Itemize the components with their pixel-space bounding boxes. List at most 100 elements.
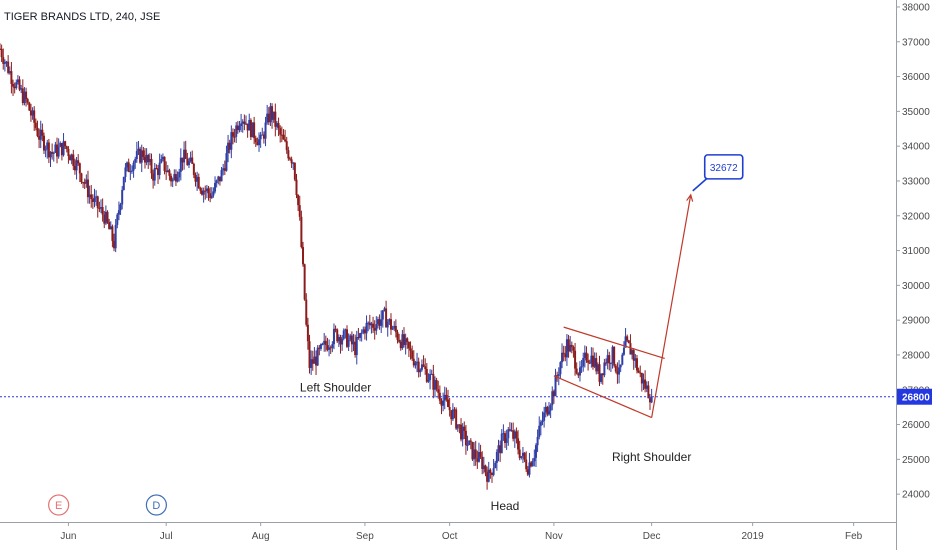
candle-body — [117, 210, 120, 215]
candle-body — [290, 159, 293, 164]
candle-body — [505, 438, 508, 443]
candle-body — [3, 62, 6, 64]
candle-body — [510, 430, 513, 432]
candle-body — [134, 159, 137, 163]
candle-body — [350, 335, 353, 345]
candle-body — [108, 221, 111, 230]
candle-body — [487, 469, 490, 482]
candle-body — [147, 155, 150, 163]
candle-body — [165, 170, 168, 173]
candle-body — [277, 123, 280, 129]
candle-body — [637, 370, 640, 373]
candle-body — [243, 121, 246, 125]
candle-body — [425, 368, 428, 382]
candle-body — [567, 339, 570, 352]
candle-body — [95, 196, 98, 198]
candle-body — [626, 336, 629, 341]
candle-body — [580, 366, 583, 368]
candle-body — [583, 352, 586, 358]
candle-body — [570, 344, 573, 348]
candle-body — [383, 308, 386, 311]
candle-body — [0, 48, 3, 58]
candle-body — [319, 344, 322, 349]
candle-body — [544, 406, 547, 413]
candle-body — [645, 385, 648, 389]
candle-body — [362, 329, 365, 333]
candle-body — [495, 451, 498, 463]
candle-body — [106, 211, 109, 222]
candle-body — [344, 329, 347, 331]
candle-body — [548, 410, 551, 415]
candle-body — [313, 356, 316, 364]
candle-body — [60, 143, 63, 156]
candle-body — [329, 347, 332, 349]
candle-body — [492, 468, 495, 475]
candle-body — [538, 425, 541, 437]
candle-body — [62, 141, 65, 156]
candle-body — [155, 168, 158, 170]
candle-body — [161, 156, 164, 159]
candle-body — [49, 151, 52, 158]
candle-body — [629, 343, 632, 355]
candle-body — [51, 151, 54, 154]
candle-body — [271, 106, 274, 120]
candle-body — [561, 352, 564, 363]
candle-body — [515, 431, 518, 439]
candle-body — [150, 159, 153, 174]
candle-body — [225, 153, 228, 171]
candle-body — [218, 176, 221, 182]
candle-body — [222, 168, 225, 171]
candle-body — [447, 399, 449, 407]
candle-body — [466, 444, 469, 446]
candle-body — [67, 148, 70, 157]
candle-body — [279, 128, 282, 135]
candle-body — [77, 160, 80, 164]
target-price-label: 32672 — [710, 163, 738, 174]
candle-body — [523, 452, 526, 460]
candle-body — [600, 373, 603, 382]
candle-body — [316, 347, 319, 366]
candle-body — [267, 113, 270, 123]
candle-body — [31, 110, 34, 116]
candle-body — [649, 398, 652, 403]
candle-body — [82, 182, 85, 184]
candle-body — [499, 445, 502, 454]
candle-body — [44, 149, 47, 151]
time-tick-label: 2019 — [742, 531, 765, 542]
time-tick-label: Aug — [252, 531, 270, 542]
candle-body — [34, 122, 37, 128]
candle-body — [373, 327, 376, 331]
candle-body — [546, 406, 549, 415]
candle-body — [215, 180, 218, 184]
candle-body — [212, 191, 215, 196]
candle-body — [585, 352, 588, 361]
candle-body — [639, 372, 642, 374]
time-axis-group: Jun Jul Aug Sep Oct Nov Dec 2019 Feb — [0, 522, 896, 542]
candle-body — [512, 430, 515, 439]
candle-body — [10, 71, 13, 84]
candle-body — [176, 177, 179, 182]
candle-body — [269, 106, 272, 123]
candle-body — [244, 123, 247, 125]
candle-body — [15, 82, 18, 89]
candle-body — [285, 141, 288, 151]
candle-body — [109, 226, 112, 230]
price-axis-background — [896, 0, 932, 550]
candle-body — [274, 111, 277, 127]
candle-body — [254, 138, 257, 143]
candle-body — [235, 125, 238, 137]
candle-body — [7, 61, 10, 73]
candle-body — [140, 150, 143, 163]
candle-body — [477, 452, 480, 462]
candle-body — [160, 158, 163, 163]
candle-body — [293, 162, 296, 180]
candle-body — [347, 339, 350, 347]
candle-body — [241, 121, 244, 124]
candle-body — [422, 364, 425, 367]
candle-body — [96, 196, 99, 209]
candle-body — [562, 352, 565, 354]
candle-body — [25, 91, 28, 100]
candle-body — [642, 379, 645, 384]
candle-body — [0, 48, 1, 50]
candle-body — [587, 360, 590, 363]
